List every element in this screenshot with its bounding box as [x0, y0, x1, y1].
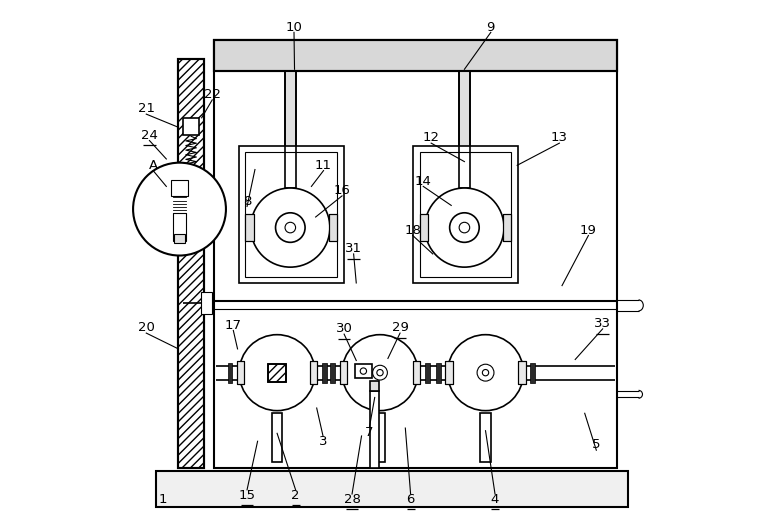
Text: 12: 12 — [423, 131, 440, 144]
Bar — [188, 189, 195, 201]
Text: 4: 4 — [491, 493, 499, 506]
Bar — [185, 175, 197, 204]
Circle shape — [483, 369, 489, 376]
Text: 20: 20 — [138, 321, 155, 334]
Text: 28: 28 — [344, 493, 360, 506]
Text: 19: 19 — [580, 224, 597, 236]
Bar — [201, 293, 212, 314]
Circle shape — [276, 213, 305, 242]
Bar — [245, 152, 337, 277]
Bar — [329, 214, 337, 241]
Bar — [370, 380, 379, 391]
Bar — [530, 363, 535, 382]
Circle shape — [450, 213, 480, 242]
Bar — [445, 361, 453, 384]
Bar — [268, 364, 286, 381]
Bar — [331, 363, 335, 382]
Circle shape — [372, 365, 388, 380]
Bar — [245, 214, 254, 241]
Text: 18: 18 — [404, 224, 421, 236]
Bar — [285, 71, 296, 188]
Text: 24: 24 — [141, 129, 158, 142]
Bar — [425, 363, 429, 382]
Circle shape — [448, 335, 524, 411]
Text: 17: 17 — [225, 318, 242, 332]
Bar — [237, 361, 245, 384]
Circle shape — [285, 222, 296, 233]
Circle shape — [425, 188, 504, 267]
Bar — [214, 40, 617, 71]
Bar — [413, 361, 420, 384]
Bar — [214, 40, 617, 468]
Bar — [310, 361, 317, 384]
Bar — [370, 391, 379, 468]
Text: 15: 15 — [239, 489, 255, 501]
Bar — [340, 361, 347, 384]
Bar — [245, 214, 254, 241]
Bar — [420, 214, 428, 241]
Bar — [322, 363, 327, 382]
Bar — [518, 361, 526, 384]
Text: 7: 7 — [366, 426, 374, 439]
Bar — [174, 234, 185, 243]
Bar — [329, 214, 337, 241]
Text: 6: 6 — [407, 493, 415, 506]
Bar — [272, 413, 283, 462]
Bar — [459, 71, 470, 188]
Text: 5: 5 — [592, 439, 600, 451]
Bar — [183, 118, 199, 135]
Text: 22: 22 — [204, 88, 220, 101]
Bar — [413, 361, 420, 384]
Bar — [237, 361, 245, 384]
Text: 21: 21 — [138, 102, 155, 115]
Bar — [268, 364, 286, 381]
Circle shape — [133, 163, 226, 256]
Text: 30: 30 — [336, 322, 353, 335]
Bar — [375, 413, 385, 462]
Text: 13: 13 — [551, 131, 568, 144]
Circle shape — [459, 222, 470, 233]
Text: A: A — [148, 159, 157, 172]
Bar — [445, 361, 453, 384]
Circle shape — [377, 369, 383, 376]
Text: 16: 16 — [334, 184, 350, 197]
Bar — [518, 361, 526, 384]
Text: 9: 9 — [486, 21, 495, 33]
Bar — [340, 361, 347, 384]
Bar — [173, 213, 186, 241]
Circle shape — [360, 368, 366, 374]
Bar — [355, 364, 372, 378]
Circle shape — [239, 335, 315, 411]
Circle shape — [342, 335, 418, 411]
Bar — [214, 40, 617, 71]
Bar — [310, 361, 317, 384]
Text: 29: 29 — [391, 321, 408, 334]
Text: 2: 2 — [291, 489, 300, 501]
Bar — [480, 413, 491, 462]
Circle shape — [477, 364, 494, 381]
Bar — [179, 59, 204, 468]
Text: 31: 31 — [345, 242, 362, 255]
Bar — [503, 214, 511, 241]
Bar — [171, 180, 188, 196]
Bar — [413, 146, 518, 283]
Text: 3: 3 — [318, 435, 328, 448]
Text: 8: 8 — [243, 195, 252, 208]
Bar — [436, 363, 441, 382]
Text: 33: 33 — [594, 317, 611, 330]
Bar — [503, 214, 511, 241]
Bar — [420, 152, 511, 277]
Bar — [227, 363, 233, 382]
Bar — [239, 146, 344, 283]
Bar — [285, 71, 296, 188]
Bar — [459, 71, 470, 188]
Bar — [179, 59, 204, 468]
Text: 14: 14 — [415, 175, 432, 188]
Circle shape — [251, 188, 330, 267]
Bar — [156, 471, 628, 507]
Bar — [420, 214, 428, 241]
Text: 11: 11 — [315, 159, 332, 172]
Text: 10: 10 — [286, 21, 302, 33]
Text: 1: 1 — [158, 493, 167, 506]
